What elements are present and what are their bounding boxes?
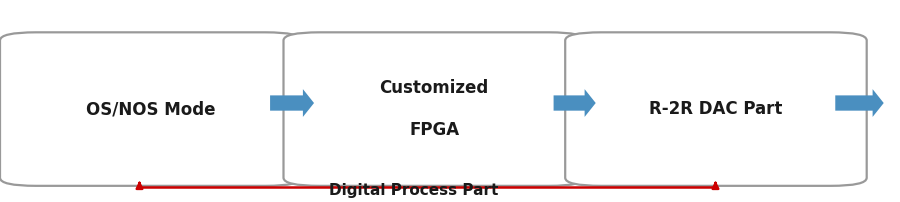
FancyBboxPatch shape <box>284 32 585 186</box>
FancyBboxPatch shape <box>0 32 302 186</box>
Text: OS/NOS Mode: OS/NOS Mode <box>86 100 215 118</box>
Text: Customized

FPGA: Customized FPGA <box>380 79 489 139</box>
Text: R-2R DAC Part: R-2R DAC Part <box>649 100 783 118</box>
Text: Digital Process Part: Digital Process Part <box>329 183 499 198</box>
FancyBboxPatch shape <box>565 32 867 186</box>
